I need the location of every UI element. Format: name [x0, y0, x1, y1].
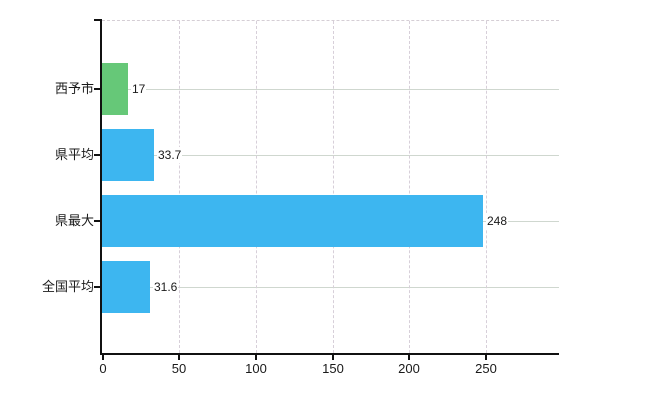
y-axis-tick — [94, 220, 100, 222]
x-axis-tick-label: 50 — [171, 361, 187, 376]
x-axis-tick — [408, 355, 410, 360]
vertical-gridline — [256, 21, 257, 353]
horizontal-gridline — [102, 155, 559, 156]
y-axis-line — [100, 19, 102, 355]
x-axis-tick-label: 150 — [322, 361, 344, 376]
x-axis-tick — [485, 355, 487, 360]
vertical-gridline — [333, 21, 334, 353]
plot-top-border — [102, 20, 559, 21]
bar — [102, 63, 128, 115]
x-axis-tick-label: 100 — [245, 361, 267, 376]
category-label: 県平均 — [54, 147, 94, 162]
bar — [102, 261, 150, 313]
y-axis-tick — [94, 154, 100, 156]
horizontal-gridline — [102, 287, 559, 288]
bar — [102, 129, 154, 181]
x-axis-tick — [332, 355, 334, 360]
category-label: 全国平均 — [41, 279, 94, 294]
value-label: 17 — [131, 81, 147, 97]
x-axis-tick — [178, 355, 180, 360]
value-label: 248 — [486, 213, 509, 229]
x-axis-tick — [255, 355, 257, 360]
x-axis-tick-label: 200 — [398, 361, 420, 376]
value-label: 33.7 — [157, 147, 183, 163]
bar — [102, 195, 483, 247]
horizontal-gridline — [102, 89, 559, 90]
x-axis-tick — [102, 355, 104, 360]
value-label: 31.6 — [153, 279, 179, 295]
y-axis-top-tick — [94, 19, 100, 21]
category-label: 西予市 — [54, 81, 94, 96]
x-axis-line — [100, 353, 559, 355]
y-axis-tick — [94, 88, 100, 90]
category-label: 県最大 — [54, 213, 94, 228]
vertical-gridline — [486, 21, 487, 353]
vertical-gridline — [409, 21, 410, 353]
x-axis-tick-label: 250 — [475, 361, 497, 376]
y-axis-tick — [94, 286, 100, 288]
vertical-gridline — [179, 21, 180, 353]
x-axis-tick-label: 0 — [99, 361, 107, 376]
